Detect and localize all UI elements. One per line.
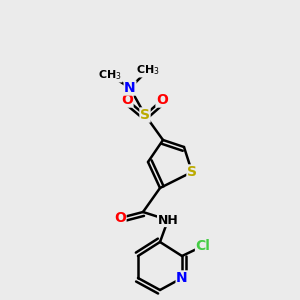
Text: S: S	[187, 165, 197, 179]
Text: N: N	[176, 271, 188, 285]
Text: N: N	[124, 81, 136, 95]
Text: O: O	[121, 93, 133, 107]
Text: O: O	[114, 211, 126, 225]
Text: NH: NH	[158, 214, 178, 226]
Text: S: S	[140, 108, 150, 122]
Text: Cl: Cl	[196, 239, 210, 253]
Text: CH$_3$: CH$_3$	[98, 68, 122, 82]
Text: O: O	[156, 93, 168, 107]
Text: CH$_3$: CH$_3$	[136, 63, 160, 77]
